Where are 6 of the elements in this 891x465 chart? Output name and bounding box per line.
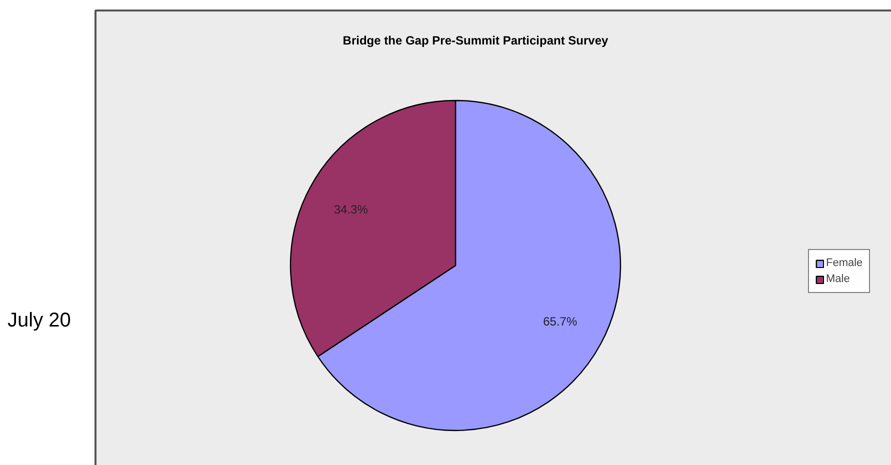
text: July 20 bbox=[8, 310, 71, 332]
legend-label: Female bbox=[826, 256, 863, 270]
chart-title: Bridge the Gap Pre-Summit Participant Survey bbox=[342, 34, 609, 48]
data-label: 34.3% bbox=[334, 202, 368, 216]
data-label: 65.7% bbox=[543, 314, 578, 329]
legend-label: Male bbox=[826, 272, 850, 286]
